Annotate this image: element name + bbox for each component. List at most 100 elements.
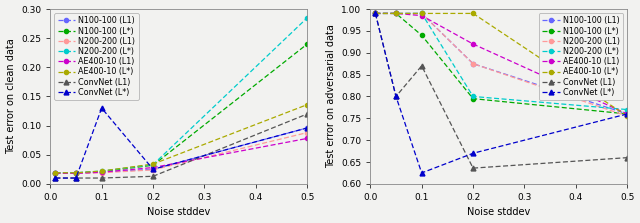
AE400-10 (L1) (392, 12, 400, 15)
AE400-10 (L1) (52, 172, 60, 175)
Line: ConvNet (L1): ConvNet (L1) (373, 11, 630, 171)
N100-100 (L1) (623, 113, 631, 115)
ConvNet (L*) (98, 107, 106, 109)
Y-axis label: Test error on adversarial data: Test error on adversarial data (326, 25, 335, 168)
AE400-10 (L*) (418, 12, 426, 15)
AE400-10 (L*) (98, 170, 106, 172)
AE400-10 (L1) (98, 171, 106, 173)
Legend: N100-100 (L1), N100-100 (L*), N200-200 (L1), N200-200 (L*), AE400-10 (L1), AE400: N100-100 (L1), N100-100 (L*), N200-200 (… (54, 13, 139, 100)
N100-100 (L1) (98, 171, 106, 173)
AE400-10 (L1) (72, 172, 80, 175)
ConvNet (L*) (149, 168, 157, 171)
N200-200 (L*) (72, 171, 80, 174)
AE400-10 (L*) (372, 12, 380, 15)
ConvNet (L1) (469, 167, 477, 169)
N100-100 (L*) (623, 113, 631, 115)
ConvNet (L1) (149, 175, 157, 178)
N100-100 (L*) (372, 12, 380, 15)
N100-100 (L*) (72, 171, 80, 174)
Line: ConvNet (L*): ConvNet (L*) (373, 11, 630, 175)
ConvNet (L1) (623, 156, 631, 159)
Line: ConvNet (L1): ConvNet (L1) (53, 112, 310, 180)
N200-200 (L1) (469, 62, 477, 65)
Line: N100-100 (L1): N100-100 (L1) (373, 11, 629, 116)
AE400-10 (L*) (469, 12, 477, 15)
Line: AE400-10 (L1): AE400-10 (L1) (373, 11, 629, 116)
N200-200 (L*) (392, 12, 400, 15)
ConvNet (L*) (303, 127, 311, 129)
N200-200 (L1) (149, 169, 157, 171)
N100-100 (L1) (418, 12, 426, 15)
N100-100 (L1) (469, 62, 477, 65)
AE400-10 (L1) (469, 43, 477, 45)
N200-200 (L1) (98, 171, 106, 174)
ConvNet (L1) (72, 177, 80, 179)
AE400-10 (L*) (149, 163, 157, 165)
Line: AE400-10 (L1): AE400-10 (L1) (53, 136, 309, 176)
Line: N200-200 (L*): N200-200 (L*) (373, 11, 629, 112)
AE400-10 (L1) (623, 113, 631, 115)
N200-200 (L*) (418, 12, 426, 15)
AE400-10 (L*) (72, 171, 80, 174)
Line: ConvNet (L*): ConvNet (L*) (53, 106, 310, 180)
AE400-10 (L*) (623, 115, 631, 118)
ConvNet (L1) (392, 95, 400, 98)
AE400-10 (L*) (303, 103, 311, 106)
ConvNet (L*) (418, 171, 426, 174)
Line: N200-200 (L*): N200-200 (L*) (53, 16, 309, 175)
Line: N200-200 (L1): N200-200 (L1) (373, 11, 629, 118)
AE400-10 (L1) (418, 14, 426, 17)
AE400-10 (L1) (372, 12, 380, 15)
AE400-10 (L1) (149, 166, 157, 169)
N100-100 (L1) (303, 127, 311, 129)
ConvNet (L*) (623, 113, 631, 115)
N100-100 (L*) (418, 34, 426, 37)
N200-200 (L*) (623, 108, 631, 111)
N100-100 (L1) (392, 12, 400, 15)
ConvNet (L*) (52, 177, 60, 179)
N100-100 (L1) (372, 12, 380, 15)
X-axis label: Noise stddev: Noise stddev (467, 207, 531, 217)
N100-100 (L*) (303, 43, 311, 45)
ConvNet (L1) (52, 177, 60, 179)
N200-200 (L1) (392, 12, 400, 15)
N200-200 (L*) (52, 171, 60, 174)
N100-100 (L*) (149, 164, 157, 167)
Line: N100-100 (L*): N100-100 (L*) (373, 11, 629, 116)
N100-100 (L1) (72, 171, 80, 174)
AE400-10 (L*) (392, 12, 400, 15)
Line: N200-200 (L1): N200-200 (L1) (53, 130, 309, 176)
N200-200 (L*) (303, 17, 311, 19)
N200-200 (L*) (372, 12, 380, 15)
Y-axis label: Test error on clean data: Test error on clean data (6, 39, 15, 154)
Line: N100-100 (L*): N100-100 (L*) (53, 42, 309, 175)
AE400-10 (L1) (303, 137, 311, 140)
ConvNet (L*) (372, 12, 380, 15)
ConvNet (L*) (72, 177, 80, 179)
N100-100 (L*) (98, 170, 106, 173)
ConvNet (L1) (303, 113, 311, 115)
ConvNet (L1) (98, 177, 106, 179)
Line: AE400-10 (L*): AE400-10 (L*) (373, 11, 629, 118)
ConvNet (L*) (469, 152, 477, 155)
N200-200 (L1) (52, 172, 60, 175)
Line: N100-100 (L1): N100-100 (L1) (53, 126, 309, 176)
N100-100 (L1) (52, 172, 60, 175)
N200-200 (L1) (372, 12, 380, 15)
N100-100 (L*) (469, 97, 477, 100)
N200-200 (L*) (149, 163, 157, 166)
ConvNet (L1) (418, 64, 426, 67)
N200-200 (L1) (418, 12, 426, 15)
X-axis label: Noise stddev: Noise stddev (147, 207, 211, 217)
N100-100 (L*) (52, 171, 60, 174)
N200-200 (L1) (72, 172, 80, 175)
N200-200 (L1) (623, 115, 631, 118)
Line: AE400-10 (L*): AE400-10 (L*) (53, 103, 309, 175)
ConvNet (L1) (372, 12, 380, 15)
N200-200 (L1) (303, 131, 311, 134)
AE400-10 (L*) (52, 171, 60, 174)
N200-200 (L*) (98, 170, 106, 172)
N200-200 (L*) (469, 95, 477, 98)
Legend: N100-100 (L1), N100-100 (L*), N200-200 (L1), N200-200 (L*), AE400-10 (L1), AE400: N100-100 (L1), N100-100 (L*), N200-200 (… (539, 13, 623, 100)
ConvNet (L*) (392, 95, 400, 98)
